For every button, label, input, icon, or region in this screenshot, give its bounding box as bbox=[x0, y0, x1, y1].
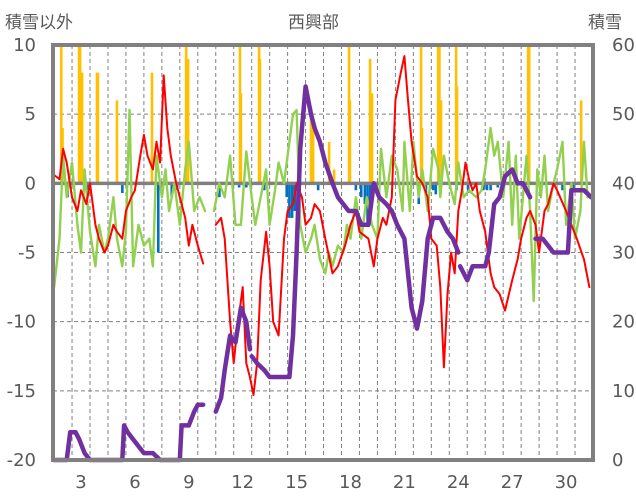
chart-title: 西興部 bbox=[288, 13, 339, 33]
green-line bbox=[52, 108, 589, 303]
orange-bar bbox=[327, 141, 331, 184]
blue-bar bbox=[170, 183, 174, 198]
x-tick-label: 30 bbox=[555, 472, 578, 493]
orange-bar bbox=[59, 45, 63, 184]
blue-bar bbox=[466, 183, 470, 194]
y-right-tick-label: 30 bbox=[612, 243, 635, 264]
x-tick-label: 12 bbox=[231, 472, 254, 493]
blue-bar bbox=[86, 183, 90, 191]
orange-bar bbox=[455, 86, 459, 184]
x-tick-label: 24 bbox=[447, 472, 470, 493]
blue-bar bbox=[363, 183, 367, 205]
y-right-tick-label: 20 bbox=[612, 312, 635, 333]
y-left-tick-label: -5 bbox=[18, 243, 36, 264]
orange-bar bbox=[439, 100, 443, 184]
left-axis-title: 積雪以外 bbox=[5, 13, 73, 33]
y-left-tick-label: -10 bbox=[7, 312, 36, 333]
blue-bar bbox=[290, 183, 294, 218]
orange-bar bbox=[80, 72, 84, 184]
orange-bar bbox=[239, 93, 243, 184]
orange-bar bbox=[115, 100, 119, 184]
orange-bar bbox=[186, 58, 190, 184]
plot-frame bbox=[51, 43, 595, 462]
blue-bar bbox=[571, 183, 575, 191]
orange-bar bbox=[370, 93, 374, 184]
x-tick-label: 3 bbox=[75, 472, 86, 493]
y-right-tick-label: 60 bbox=[612, 35, 635, 56]
red-line bbox=[53, 55, 591, 396]
orange-bar bbox=[348, 100, 352, 184]
orange-bar bbox=[420, 128, 424, 184]
blue-bar bbox=[489, 183, 492, 191]
blue-bar bbox=[156, 183, 160, 253]
orange-bar bbox=[309, 107, 313, 184]
y-left-tick-label: 10 bbox=[13, 35, 36, 56]
y-right-tick-label: 40 bbox=[612, 173, 635, 194]
blue-bar bbox=[285, 183, 289, 198]
y-right-tick-label: 50 bbox=[612, 104, 635, 125]
blue-bar bbox=[316, 183, 320, 191]
orange-bar bbox=[579, 100, 583, 184]
orange-bar bbox=[150, 72, 154, 184]
x-tick-label: 15 bbox=[285, 472, 308, 493]
blue-bar bbox=[354, 183, 358, 191]
y-left-tick-label: 0 bbox=[25, 173, 36, 194]
right-axis-title: 積雪 bbox=[588, 13, 622, 33]
blue-bar bbox=[218, 183, 221, 198]
x-tick-label: 9 bbox=[183, 472, 194, 493]
blue-bar bbox=[434, 183, 438, 195]
orange-bar bbox=[258, 58, 262, 184]
blue-bar bbox=[237, 183, 241, 188]
y-left-tick-label: -15 bbox=[7, 381, 36, 402]
blue-bar bbox=[288, 183, 291, 218]
orange-bar bbox=[438, 45, 441, 184]
x-tick-label: 18 bbox=[339, 472, 362, 493]
orange-bar bbox=[78, 45, 82, 184]
blue-bar bbox=[485, 183, 489, 191]
blue-bar bbox=[561, 183, 564, 191]
snow-depth-line bbox=[51, 84, 594, 463]
blue-bar bbox=[496, 183, 500, 188]
blue-bar bbox=[359, 183, 363, 198]
blue-bar bbox=[121, 183, 124, 194]
blue-bar bbox=[431, 183, 435, 191]
x-tick-label: 6 bbox=[129, 472, 140, 493]
orange-bar bbox=[368, 58, 372, 184]
orange-bar bbox=[311, 121, 315, 184]
blue-bar bbox=[244, 183, 248, 188]
orange-bar bbox=[332, 169, 336, 184]
orange-bar bbox=[184, 45, 188, 184]
y-right-tick-label: 0 bbox=[612, 450, 623, 471]
blue-bar bbox=[262, 183, 266, 191]
x-tick-label: 21 bbox=[393, 472, 416, 493]
orange-bar bbox=[527, 45, 531, 184]
y-left-tick-label: -20 bbox=[7, 450, 36, 471]
y-right-tick-label: 10 bbox=[612, 381, 635, 402]
orange-bar bbox=[419, 45, 423, 184]
x-tick-label: 27 bbox=[501, 472, 524, 493]
orange-bar bbox=[96, 72, 100, 184]
y-left-tick-label: 5 bbox=[25, 104, 36, 125]
